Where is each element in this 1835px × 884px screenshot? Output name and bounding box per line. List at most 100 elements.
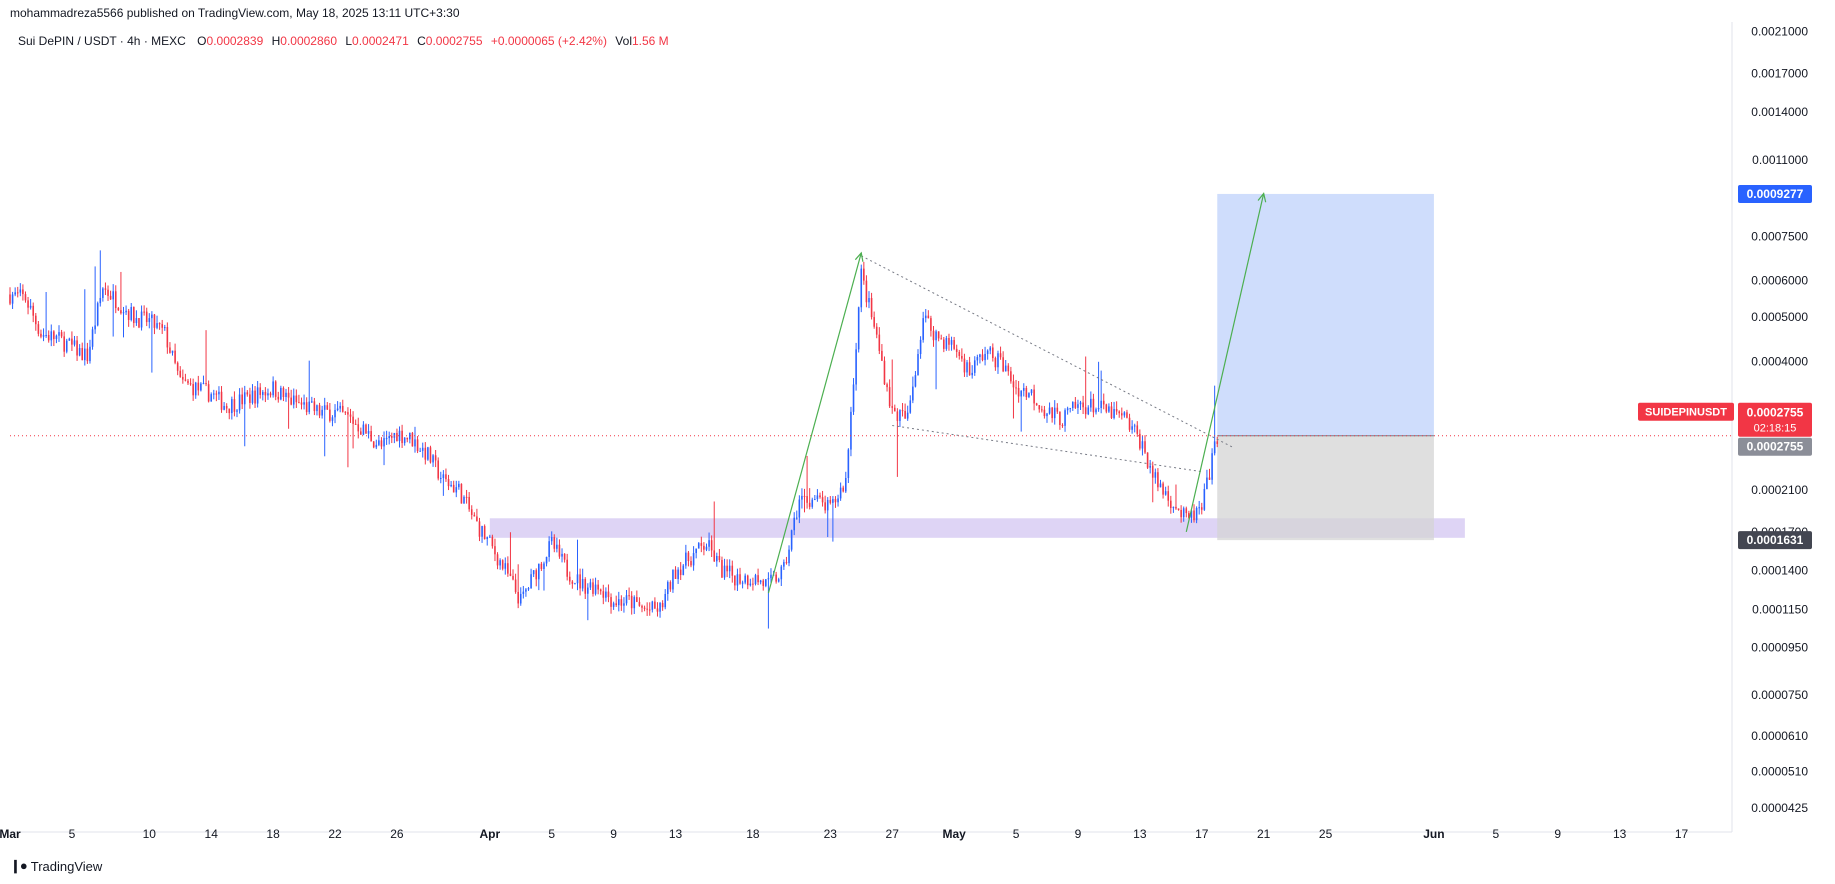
candle-body — [659, 603, 661, 612]
candle-body — [1071, 401, 1074, 409]
candle-body — [135, 318, 138, 324]
candle-body — [254, 390, 256, 404]
candle-body — [832, 499, 834, 503]
candle-body — [169, 347, 171, 353]
symbol-title[interactable]: Sui DePIN / USDT · 4h · MEXC — [18, 34, 186, 48]
current-price-badge — [1738, 402, 1812, 437]
candle-body — [901, 410, 904, 412]
candle-body — [535, 570, 538, 580]
candle-body — [620, 599, 623, 606]
candle-body — [509, 573, 512, 576]
time-tick-label: 27 — [886, 827, 900, 841]
candle-body — [780, 566, 783, 580]
candle-body — [1004, 365, 1007, 372]
candle-body — [703, 545, 705, 550]
candle-body — [463, 496, 465, 504]
candle-body — [579, 574, 581, 589]
candle-body — [1216, 441, 1219, 444]
time-tick-label: 25 — [1319, 827, 1333, 841]
candle-body — [664, 593, 667, 608]
candle-body — [1131, 426, 1133, 430]
tradingview-logo-icon: ❙● — [10, 858, 28, 873]
candle-body — [383, 438, 385, 447]
candle-body — [1120, 413, 1123, 416]
target-zone[interactable] — [1217, 193, 1434, 436]
time-tick-label: 17 — [1195, 827, 1209, 841]
candle-body — [53, 331, 55, 339]
candle-body — [1188, 513, 1190, 518]
candle-body — [339, 405, 341, 409]
price-tick-label: 0.0000610 — [1751, 729, 1808, 743]
high-label: H — [271, 34, 281, 48]
candle-body — [788, 549, 790, 564]
candle-body — [628, 595, 630, 597]
candle-body — [672, 569, 674, 590]
candle-body — [963, 358, 966, 373]
candle-body — [1200, 507, 1203, 510]
price-tick-label: 0.0021000 — [1751, 24, 1808, 38]
candle-body — [84, 348, 86, 361]
candle-body — [452, 484, 455, 493]
footer-brand[interactable]: ❙● TradingView — [10, 858, 102, 874]
candle-body — [76, 340, 78, 356]
candle-body — [107, 289, 109, 296]
candle-body — [331, 417, 334, 421]
candle-body — [961, 355, 963, 359]
candle-body — [295, 395, 298, 403]
candle-body — [744, 575, 746, 583]
time-tick-label: Jun — [1423, 827, 1444, 841]
time-axis[interactable]: Mar 5 10 14 18 22 26 Apr 5 9 13 18 23 27 May 5 9 13 17 21 25… — [0, 827, 1732, 841]
price-axis[interactable]: 0.0021000 0.0017000 0.0014000 0.0011000 0.00… — [1731, 22, 1808, 832]
candle-body — [770, 574, 772, 579]
candle-body — [63, 336, 65, 352]
candle-body — [1167, 491, 1170, 501]
time-tick-label: 5 — [548, 827, 555, 841]
time-tick-label: 17 — [1675, 827, 1689, 841]
candle-body — [264, 391, 267, 396]
candle-body — [133, 307, 135, 324]
candle-body — [207, 384, 210, 402]
time-tick-label: 9 — [1075, 827, 1082, 841]
candle-body — [873, 317, 875, 327]
candle-body — [783, 562, 785, 567]
candle-body — [55, 335, 58, 339]
stop-price-badge-text: 0.0001631 — [1747, 533, 1804, 547]
time-tick-label: Mar — [0, 827, 21, 841]
candle-body — [192, 384, 194, 396]
candle-body — [883, 360, 886, 385]
trend-arrow[interactable] — [1185, 193, 1265, 533]
time-tick-label: 18 — [266, 827, 280, 841]
candle-body — [329, 409, 331, 421]
candle-body — [870, 298, 873, 318]
candle-body — [1100, 400, 1102, 409]
candle-body — [976, 357, 979, 361]
candle-body — [1208, 477, 1211, 480]
candle-body — [218, 391, 220, 395]
candle-body — [1164, 491, 1167, 495]
candle-body — [42, 335, 45, 337]
candle-body — [215, 393, 218, 395]
candle-body — [1144, 441, 1146, 453]
candle-body — [545, 556, 548, 564]
candle-body — [458, 483, 460, 488]
candle-body — [434, 455, 437, 461]
candle-body — [842, 487, 845, 492]
candle-body — [311, 401, 313, 403]
candle-body — [679, 569, 682, 576]
candle-body — [909, 400, 912, 413]
candle-body — [81, 348, 84, 361]
trend-arrow[interactable] — [767, 252, 862, 594]
stop-zone[interactable] — [1217, 435, 1434, 541]
candle-body — [922, 318, 924, 340]
wedge-lower-line[interactable] — [892, 425, 1202, 473]
candle-body — [1084, 407, 1087, 415]
candle-body — [1151, 465, 1154, 478]
candle-body — [323, 405, 326, 410]
candle-body — [352, 416, 354, 424]
candle-body — [282, 387, 285, 398]
candle-body — [623, 603, 625, 606]
candle-body — [953, 340, 955, 349]
candle-body — [1097, 408, 1100, 410]
candle-body — [654, 601, 656, 609]
